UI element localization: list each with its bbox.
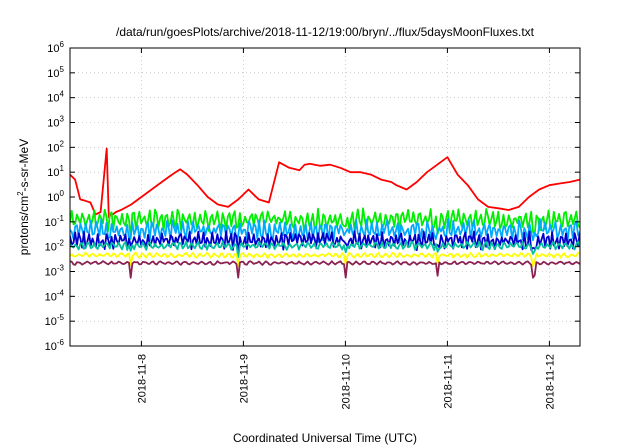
y-tick-base: 10 bbox=[45, 267, 57, 279]
y-tick-exponent: -6 bbox=[57, 338, 65, 347]
y-tick-label: 100 bbox=[47, 189, 64, 204]
y-tick-label: 10-5 bbox=[45, 313, 65, 328]
y-tick-label: 10-2 bbox=[45, 239, 65, 254]
y-tick-exponent: 2 bbox=[60, 139, 65, 148]
y-tick-exponent: 4 bbox=[60, 90, 65, 99]
y-axis-label: protons/cm2-s-sr-MeV bbox=[16, 139, 31, 255]
y-tick-base: 10 bbox=[45, 341, 57, 353]
series-line bbox=[70, 260, 580, 279]
y-tick-base: 10 bbox=[45, 242, 57, 254]
y-tick-exponent: -5 bbox=[57, 313, 65, 322]
y-axis-label-sup: 2 bbox=[16, 191, 25, 196]
y-tick-base: 10 bbox=[47, 167, 59, 179]
grid bbox=[70, 47, 580, 347]
y-tick-exponent: -3 bbox=[57, 264, 65, 273]
series-line bbox=[70, 147, 580, 219]
x-tick-label: 2018-11-8 bbox=[136, 354, 148, 403]
x-tick-label: 2018-11-11 bbox=[442, 354, 454, 409]
y-tick-label: 106 bbox=[47, 40, 64, 55]
y-tick-base: 10 bbox=[47, 142, 59, 154]
series-layer bbox=[70, 147, 580, 279]
y-tick-exponent: 5 bbox=[60, 65, 65, 74]
y-tick-base: 10 bbox=[47, 93, 59, 105]
y-tick-label: 10-4 bbox=[45, 288, 65, 303]
y-tick-exponent: -1 bbox=[57, 214, 65, 223]
x-tick-label: 2018-11-12 bbox=[544, 354, 556, 409]
y-tick-base: 10 bbox=[47, 118, 59, 130]
series-line bbox=[70, 240, 580, 259]
y-tick-base: 10 bbox=[47, 43, 59, 55]
y-tick-label: 10-6 bbox=[45, 338, 65, 353]
y-tick-base: 10 bbox=[47, 192, 59, 204]
y-tick-exponent: 0 bbox=[60, 189, 65, 198]
series-line bbox=[70, 217, 580, 244]
y-axis-label-post: -s-sr-MeV bbox=[17, 139, 31, 192]
y-tick-label: 105 bbox=[47, 65, 64, 80]
y-axis: 10-610-510-410-310-210-11001011021031041… bbox=[45, 40, 580, 353]
x-axis: 2018-11-8 2018-11-9 2018-11-10 2018-11-11 20… bbox=[136, 48, 556, 409]
x-tick-label: 2018-11-9 bbox=[238, 354, 250, 403]
y-tick-exponent: -4 bbox=[57, 288, 65, 297]
y-tick-base: 10 bbox=[47, 68, 59, 80]
series-line bbox=[70, 207, 580, 240]
y-tick-exponent: 3 bbox=[60, 115, 65, 124]
x-axis-label: Coordinated Universal Time (UTC) bbox=[233, 431, 417, 445]
y-tick-base: 10 bbox=[45, 217, 57, 229]
series-line bbox=[70, 251, 580, 267]
y-tick-base: 10 bbox=[45, 291, 57, 303]
chart-title: /data/run/goesPlots/archive/2018-11-12/1… bbox=[116, 25, 535, 39]
x-tick-label: 2018-11-10 bbox=[340, 354, 352, 409]
y-tick-base: 10 bbox=[45, 316, 57, 328]
y-axis-label-pre: protons/cm bbox=[17, 196, 31, 255]
y-tick-exponent: 6 bbox=[60, 40, 65, 49]
y-tick-label: 101 bbox=[47, 164, 64, 179]
y-tick-label: 10-3 bbox=[45, 264, 65, 279]
y-tick-label: 102 bbox=[47, 139, 64, 154]
y-tick-label: 103 bbox=[47, 115, 64, 130]
y-tick-exponent: -2 bbox=[57, 239, 65, 248]
y-tick-label: 10-1 bbox=[45, 214, 65, 229]
y-tick-exponent: 1 bbox=[60, 164, 65, 173]
y-tick-label: 104 bbox=[47, 90, 64, 105]
